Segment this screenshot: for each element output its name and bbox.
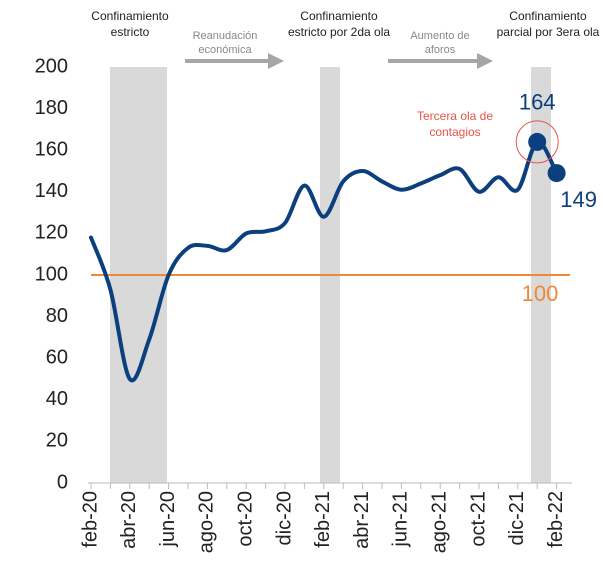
x-tick-label: dic-21 [506, 491, 528, 545]
x-tick-label: dic-20 [273, 491, 295, 545]
arrow [388, 53, 493, 69]
y-tick-label: 0 [57, 471, 68, 493]
y-tick-label: 20 [46, 430, 68, 452]
y-tick-label: 60 [46, 346, 68, 368]
annotation: Aumento de [410, 30, 469, 42]
annotation: aforos [425, 44, 456, 56]
x-tick-label: feb-22 [545, 491, 567, 548]
data-label: 149 [560, 187, 597, 212]
line [89, 139, 559, 383]
data-label: 164 [519, 90, 556, 115]
y-tick-label: 160 [35, 138, 68, 160]
annotation: Confinamiento [91, 9, 169, 23]
highlight-ring [515, 120, 559, 164]
annotation: Confinamiento [300, 9, 378, 23]
point [547, 164, 566, 183]
x-tick-label: ago-21 [428, 491, 450, 553]
point [528, 132, 547, 151]
x-tick-label: abr-21 [351, 491, 373, 549]
y-tick-label: 80 [46, 305, 68, 327]
arrow [185, 53, 284, 69]
annotation: Reanudación [193, 30, 258, 42]
x-tick-label: feb-20 [79, 491, 101, 548]
y-tick-label: 100 [35, 263, 68, 285]
x-tick-label: jun-21 [390, 491, 412, 548]
annotation: económica [198, 44, 252, 56]
y-tick-label: 120 [35, 222, 68, 244]
x-tick-label: ago-20 [196, 491, 218, 553]
x-tick-label: abr-20 [118, 491, 140, 549]
annotation: contagios [429, 125, 480, 139]
x-tick-label: oct-20 [234, 491, 256, 547]
reference-label: 100 [522, 281, 559, 306]
y-tick-label: 40 [46, 388, 68, 410]
x-tick-label: jun-20 [157, 491, 179, 548]
y-tick-label: 200 [35, 55, 68, 77]
y-tick-label: 140 [35, 180, 68, 202]
x-tick-label: feb-21 [312, 491, 334, 548]
y-tick-label: 180 [35, 97, 68, 119]
x-tick-label: oct-21 [467, 491, 489, 547]
annotation: parcial por 3era ola [497, 25, 600, 39]
annotation: Confinamiento [509, 9, 587, 23]
annotation: estricto [111, 25, 150, 39]
annotation: Tercera ola de [417, 109, 493, 123]
annotation: estricto por 2da ola [288, 25, 390, 39]
